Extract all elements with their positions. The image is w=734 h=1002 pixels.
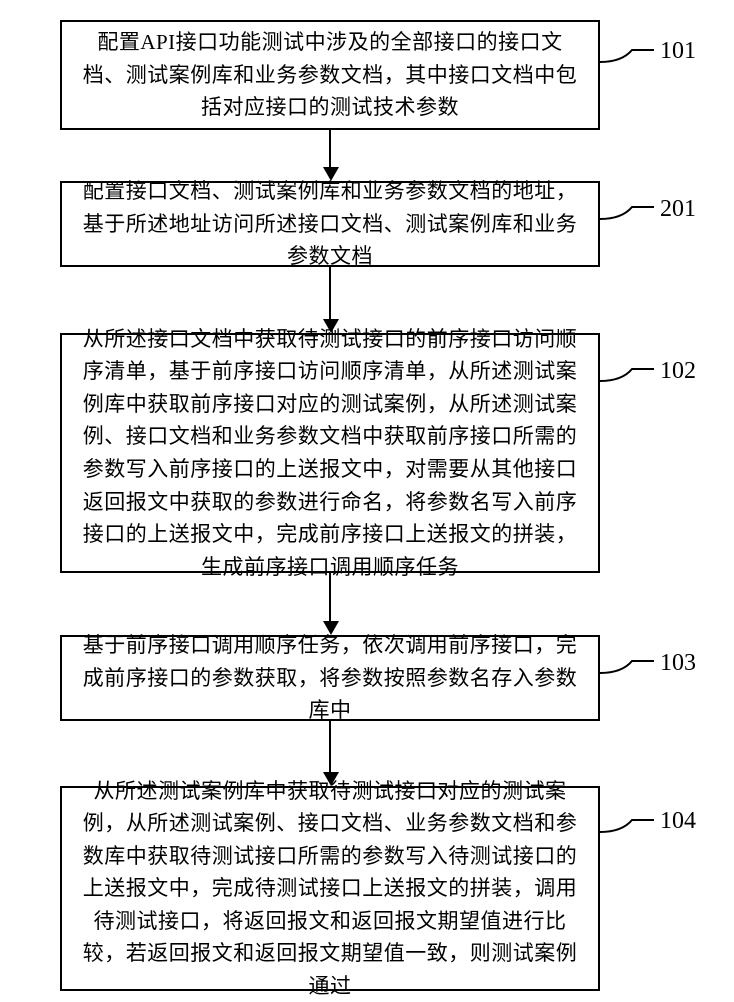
- step-box-101: 配置API接口功能测试中涉及的全部接口的接口文档、测试案例库和业务参数文档，其中…: [60, 20, 600, 130]
- arrow-head-icon: [323, 319, 339, 333]
- step-box-104: 从所述测试案例库中获取待测试接口对应的测试案例，从所述测试案例、接口文档、业务参…: [60, 786, 600, 991]
- step-text: 从所述测试案例库中获取待测试接口对应的测试案例，从所述测试案例、接口文档、业务参…: [76, 775, 584, 1002]
- flowchart-canvas: 配置API接口功能测试中涉及的全部接口的接口文档、测试案例库和业务参数文档，其中…: [0, 0, 734, 1000]
- arrow-head-icon: [323, 772, 339, 786]
- arrow-shaft: [329, 721, 331, 774]
- arrow-head-icon: [323, 167, 339, 181]
- arrow-shaft: [329, 573, 331, 623]
- arrow-shaft: [329, 130, 331, 169]
- step-label-103: 103: [660, 650, 696, 677]
- step-box-201: 配置接口文档、测试案例库和业务参数文档的地址，基于所述地址访问所述接口文档、测试…: [60, 181, 600, 267]
- step-text: 配置API接口功能测试中涉及的全部接口的接口文档、测试案例库和业务参数文档，其中…: [76, 26, 584, 124]
- step-box-102: 从所述接口文档中获取待测试接口的前序接口访问顺序清单，基于前序接口访问顺序清单，…: [60, 333, 600, 573]
- step-label-102: 102: [660, 358, 696, 385]
- step-label-101: 101: [660, 38, 696, 65]
- arrow-head-icon: [323, 621, 339, 635]
- step-label-104: 104: [660, 808, 696, 835]
- step-text: 基于前序接口调用顺序任务，依次调用前序接口，完成前序接口的参数获取，将参数按照参…: [76, 629, 584, 727]
- step-label-201: 201: [660, 196, 696, 223]
- step-text: 从所述接口文档中获取待测试接口的前序接口访问顺序清单，基于前序接口访问顺序清单，…: [76, 323, 584, 583]
- step-box-103: 基于前序接口调用顺序任务，依次调用前序接口，完成前序接口的参数获取，将参数按照参…: [60, 635, 600, 721]
- step-text: 配置接口文档、测试案例库和业务参数文档的地址，基于所述地址访问所述接口文档、测试…: [76, 175, 584, 273]
- arrow-shaft: [329, 267, 331, 321]
